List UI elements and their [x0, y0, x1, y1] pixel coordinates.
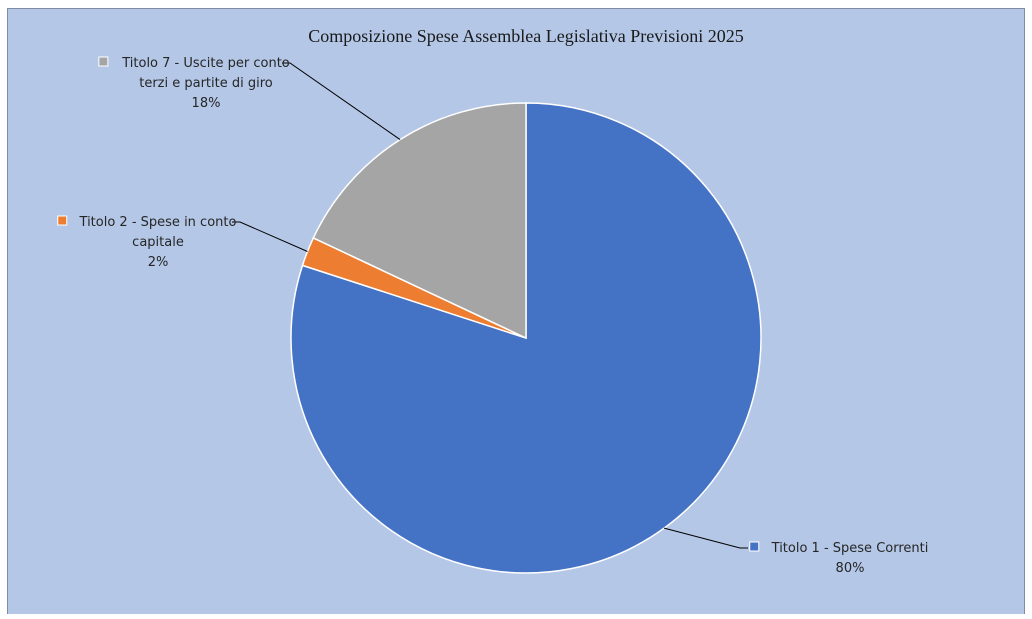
leader-line-titolo-1-spese-correnti	[664, 527, 748, 549]
data-label-text: terzi e partite di giro	[139, 76, 273, 91]
label-color-key	[98, 56, 109, 67]
data-label-text: capitale	[132, 235, 184, 250]
data-label-text: Titolo 1 - Spese Correnti	[771, 541, 929, 556]
label-color-key	[57, 215, 68, 226]
data-label-text: Titolo 7 - Uscite per conto	[121, 56, 290, 71]
data-label-percent: 2%	[148, 255, 169, 270]
data-label-titolo-7-uscite-per-conto-terzi-e-partite-di-giro: Titolo 7 - Uscite per conto terzi e parti…	[98, 56, 290, 111]
data-label-titolo-2-spese-in-conto-capitale: Titolo 2 - Spese in conto capitale 2%	[57, 215, 237, 270]
pie-slice-titolo-7-uscite-per-conto-terzi-e-partite-di-giro	[312, 102, 527, 340]
chart-title: Composizione Spese Assemblea Legislativa…	[308, 26, 743, 46]
data-label-percent: 80%	[836, 561, 865, 576]
data-label-percent: 18%	[192, 96, 221, 111]
data-label-text: Titolo 2 - Spese in conto	[79, 215, 237, 230]
leader-line-titolo-7-uscite-per-conto-terzi-e-partite-di-giro	[282, 62, 401, 140]
data-label-titolo-1-spese-correnti: Titolo 1 - Spese Correnti 80%	[749, 541, 929, 576]
label-color-key	[749, 541, 760, 552]
leader-line-titolo-2-spese-in-conto-capitale	[232, 221, 308, 252]
